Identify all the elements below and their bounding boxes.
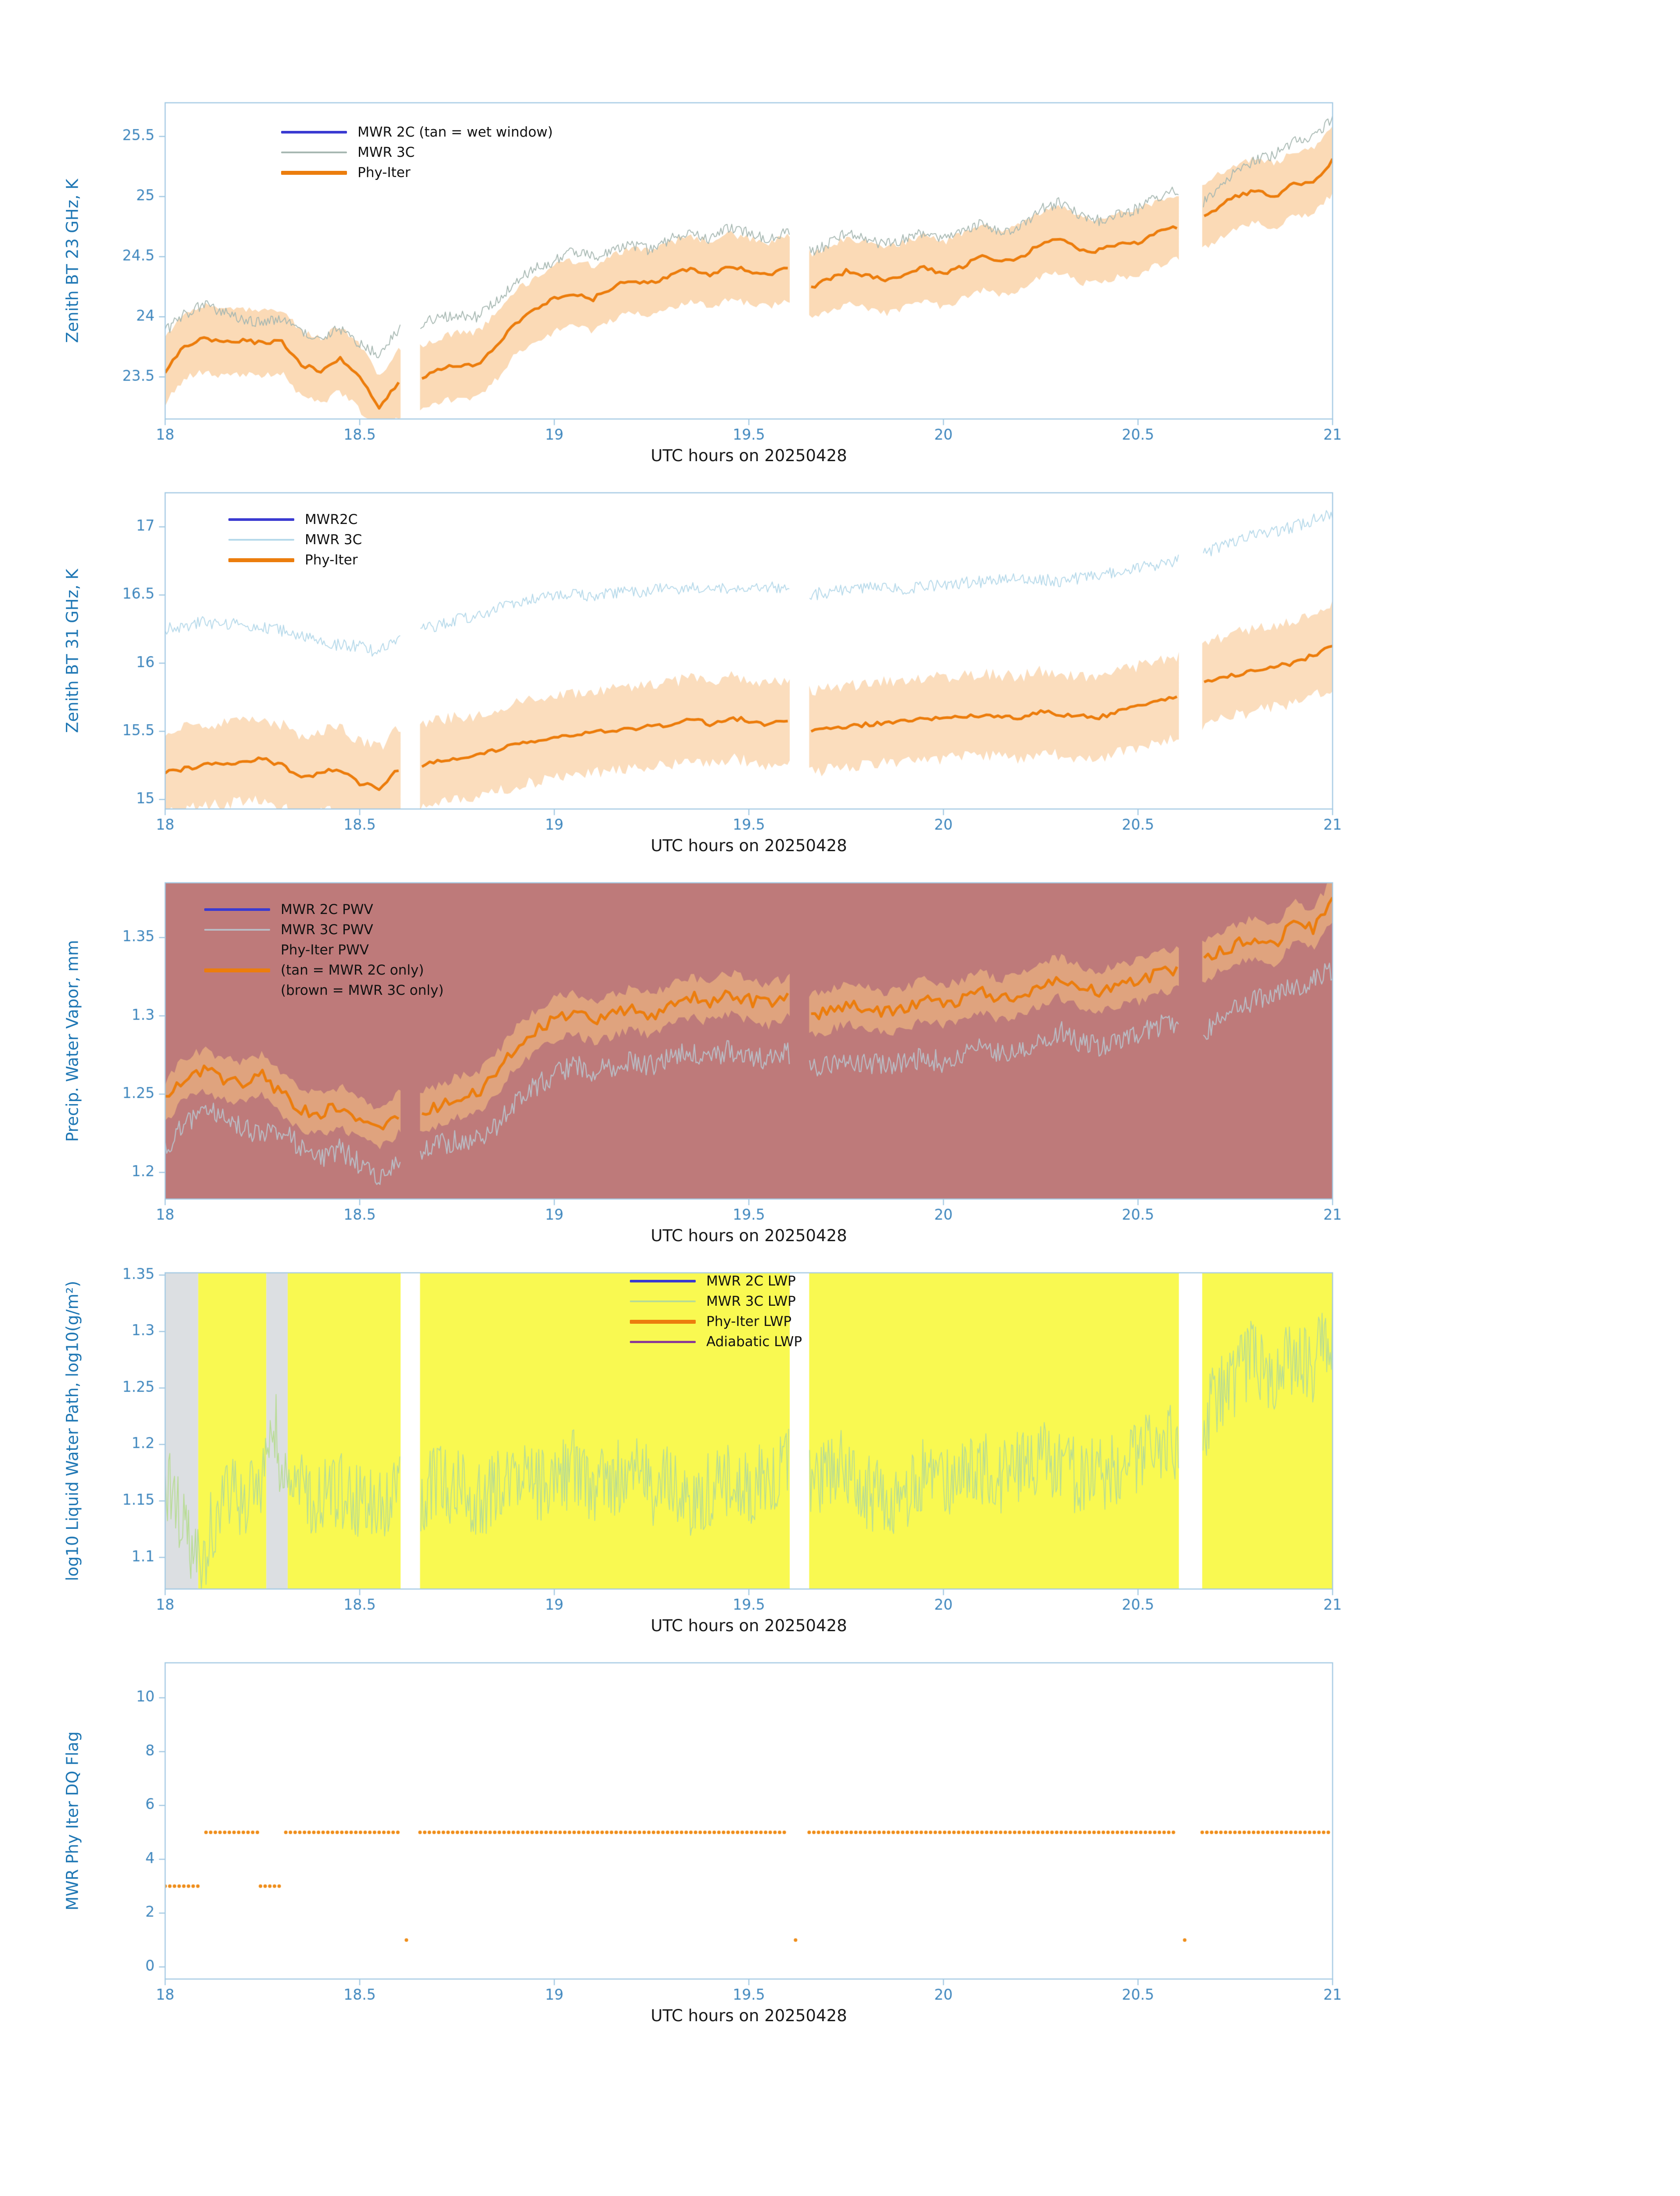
legend-label: Phy-Iter: [305, 552, 358, 568]
legend-line-swatch: [630, 1300, 696, 1302]
legend-entry: Phy-Iter: [281, 164, 553, 181]
x-axis-label-bt31: UTC hours on 20250428: [650, 836, 847, 855]
legend-entry: MWR 2C PWV: [204, 901, 444, 918]
legend-chart-3: MWR 2C LWP MWR 3C LWP Phy-Iter LWP Adiabati…: [630, 1273, 802, 1350]
legend-line-swatch: [228, 558, 294, 562]
legend-line-swatch: [630, 1280, 696, 1282]
legend-line-swatch: [228, 518, 294, 521]
legend-label: MWR 3C: [358, 144, 415, 160]
legend-entry: Phy-Iter LWP: [630, 1313, 802, 1330]
legend-label: MWR 2C (tan = wet window): [358, 124, 553, 140]
x-axis-label-dqflag: UTC hours on 20250428: [650, 2006, 847, 2025]
y-axis-label-bt23: Zenith BT 23 GHz, K: [63, 179, 82, 343]
legend-entry: MWR2C: [228, 511, 362, 528]
legend-label: Adiabatic LWP: [706, 1334, 802, 1350]
legend-line-swatch: [630, 1340, 696, 1343]
legend-entry: MWR 3C LWP: [630, 1293, 802, 1310]
legend-label: Phy-Iter PWV: [281, 942, 369, 958]
legend-line-swatch: [204, 929, 270, 931]
legend-label: MWR 2C LWP: [706, 1273, 796, 1289]
legend-label: MWR 3C PWV: [281, 922, 373, 938]
legend-label: MWR 2C PWV: [281, 902, 373, 917]
legend-line-swatch: [204, 968, 270, 972]
legend-entry: MWR 3C: [281, 144, 553, 161]
legend-line-swatch: [281, 170, 347, 175]
legend-label: Phy-Iter: [358, 165, 411, 181]
x-axis-label-lwp: UTC hours on 20250428: [650, 1616, 847, 1635]
legend-entry: (brown = MWR 3C only): [204, 982, 444, 999]
y-axis-label-dqflag: MWR Phy Iter DQ Flag: [63, 1731, 82, 1911]
legend-label: (tan = MWR 2C only): [281, 962, 424, 978]
y-axis-label-pwv: Precip. Water Vapor, mm: [63, 940, 82, 1142]
y-axis-label-bt31: Zenith BT 31 GHz, K: [63, 569, 82, 733]
legend-entry: MWR 2C (tan = wet window): [281, 124, 553, 141]
legend-entry: (tan = MWR 2C only): [204, 962, 444, 979]
legend-entry: MWR 2C LWP: [630, 1273, 802, 1289]
legend-label: MWR2C: [305, 512, 358, 527]
legend-line-swatch: [281, 152, 347, 153]
x-axis-label-pwv: UTC hours on 20250428: [650, 1226, 847, 1245]
x-axis-label-bt23: UTC hours on 20250428: [650, 446, 847, 465]
legend-chart-0: MWR 2C (tan = wet window) MWR 3C Phy-Iter: [281, 124, 553, 181]
legend-label: MWR 3C LWP: [706, 1293, 796, 1309]
y-axis-label-lwp: log10 Liquid Water Path, log10(g/m²): [63, 1281, 82, 1581]
legend-label: Phy-Iter LWP: [706, 1314, 792, 1329]
legend-line-swatch: [204, 908, 270, 911]
legend-label: (brown = MWR 3C only): [281, 982, 444, 998]
legend-entry: MWR 3C: [228, 531, 362, 548]
legend-line-swatch: [228, 539, 294, 541]
legend-line-swatch: [281, 131, 347, 134]
legend-entry: Phy-Iter PWV: [204, 942, 444, 958]
legend-chart-2: MWR 2C PWV MWR 3C PWV Phy-Iter PWV (tan = M…: [204, 901, 444, 999]
legend-line-swatch: [630, 1319, 696, 1324]
legend-entry: MWR 3C PWV: [204, 921, 444, 938]
legend-chart-1: MWR2C MWR 3C Phy-Iter: [228, 511, 362, 568]
legend-entry: Adiabatic LWP: [630, 1333, 802, 1350]
legend-label: MWR 3C: [305, 532, 362, 548]
legend-entry: Phy-Iter: [228, 552, 362, 568]
